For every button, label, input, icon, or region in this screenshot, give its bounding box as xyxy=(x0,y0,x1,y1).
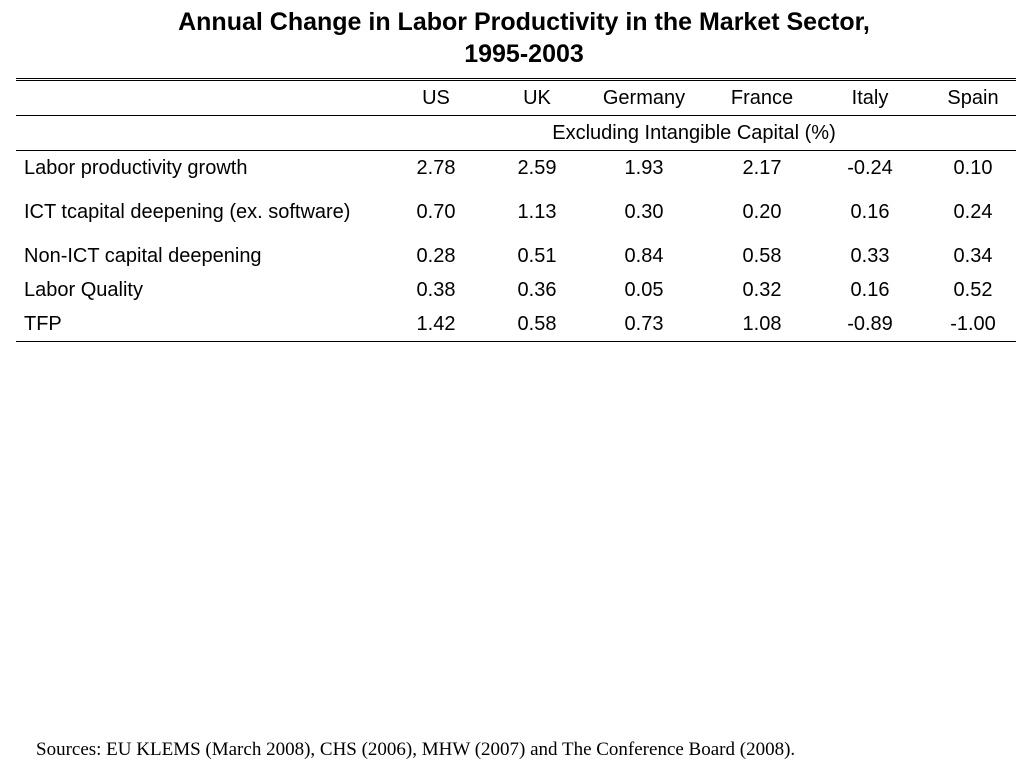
table-cell: -1.00 xyxy=(930,307,1016,342)
table-cell: 2.59 xyxy=(500,150,574,185)
table-row: Labor productivity growth 2.78 2.59 1.93… xyxy=(16,150,1016,185)
table-cell: 0.20 xyxy=(742,200,782,223)
table-cell: 1.08 xyxy=(714,307,810,342)
header-empty-cell xyxy=(16,78,372,116)
subheader-row: Excluding Intangible Capital (%) xyxy=(16,115,1016,151)
table-cell: 0.16 xyxy=(850,278,890,301)
table-cell: 0.58 xyxy=(500,307,574,342)
title-line-1: Annual Change in Labor Productivity in t… xyxy=(178,8,870,36)
table-cell: 0.36 xyxy=(517,278,557,301)
column-header-uk: UK xyxy=(500,78,574,116)
table-cell: 0.70 xyxy=(416,200,456,223)
column-header-italy: Italy xyxy=(810,78,930,116)
page-title: Annual Change in Labor Productivity in t… xyxy=(0,6,1024,70)
table-cell: 0.34 xyxy=(953,244,993,267)
column-header-row: US UK Germany France Italy Spain xyxy=(16,78,1016,116)
column-header-france: France xyxy=(714,78,810,116)
table-cell: 0.24 xyxy=(953,200,993,223)
table-row: Labor Quality 0.38 0.36 0.05 0.32 0.16 0… xyxy=(16,273,1016,307)
column-header-spain: Spain xyxy=(930,78,1016,116)
column-header-us: US xyxy=(372,78,500,116)
table-cell: 0.84 xyxy=(624,244,664,267)
row-label: Non-ICT capital deepening xyxy=(24,245,262,267)
table-cell: 1.13 xyxy=(517,200,557,223)
table-cell: 0.10 xyxy=(930,150,1016,185)
table-row: Non-ICT capital deepening 0.28 0.51 0.84… xyxy=(16,239,1016,273)
table-cell: 1.93 xyxy=(574,150,714,185)
productivity-table: US UK Germany France Italy Spain Excludi… xyxy=(16,78,1016,342)
table-cell: 0.73 xyxy=(574,307,714,342)
table-cell: 0.30 xyxy=(624,200,664,223)
table-row: TFP 1.42 0.58 0.73 1.08 -0.89 -1.00 xyxy=(16,307,1016,342)
table-cell: -0.89 xyxy=(810,307,930,342)
table-cell: 0.32 xyxy=(742,278,782,301)
sources-note: Sources: EU KLEMS (March 2008), CHS (200… xyxy=(36,739,796,760)
table-row: ICT tcapital deepening (ex. software) 0.… xyxy=(16,185,1016,239)
row-label: ICT tcapital deepening (ex. software) xyxy=(24,201,351,223)
table-cell: 0.38 xyxy=(416,278,456,301)
table-cell: 0.16 xyxy=(850,200,890,223)
table-cell: 2.78 xyxy=(372,150,500,185)
title-line-2: 1995-2003 xyxy=(464,40,584,68)
subheader-label: Excluding Intangible Capital (%) xyxy=(372,115,1016,151)
row-label: Labor Quality xyxy=(24,279,143,301)
table-cell: 0.58 xyxy=(742,244,782,267)
table-cell: 0.33 xyxy=(850,244,890,267)
row-label: TFP xyxy=(16,307,372,342)
table-cell: 1.42 xyxy=(372,307,500,342)
table-cell: 0.28 xyxy=(416,244,456,267)
table-cell: -0.24 xyxy=(810,150,930,185)
table-cell: 2.17 xyxy=(714,150,810,185)
row-label: Labor productivity growth xyxy=(16,150,372,185)
column-header-germany: Germany xyxy=(574,78,714,116)
table-cell: 0.51 xyxy=(517,244,557,267)
table-cell: 0.05 xyxy=(624,278,664,301)
subheader-empty-cell xyxy=(16,115,372,151)
table-cell: 0.52 xyxy=(953,278,993,301)
